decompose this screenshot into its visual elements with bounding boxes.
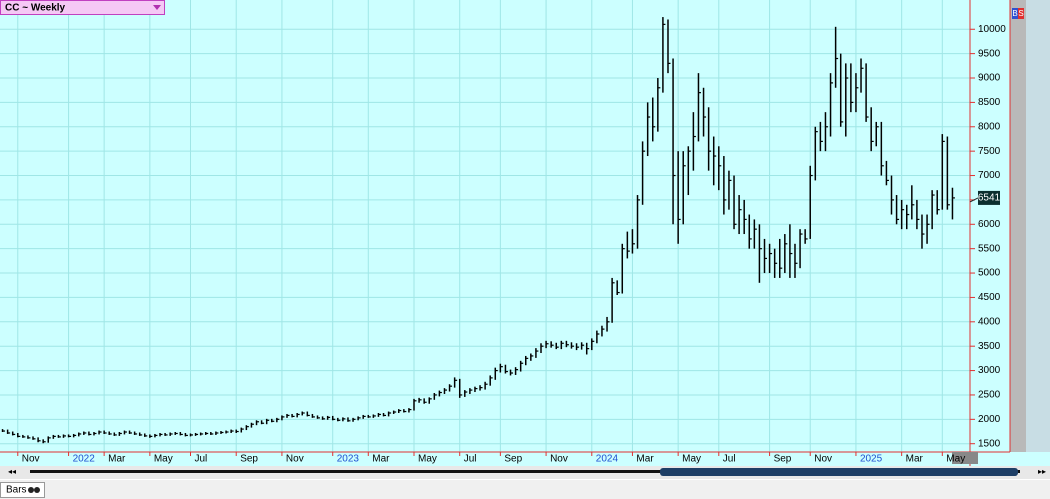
y-tick-label: 4500 — [978, 292, 1001, 303]
y-axis-area — [970, 0, 1010, 452]
scroll-left[interactable]: ◂◂ — [8, 467, 16, 476]
x-tick-label: 2023 — [337, 454, 360, 465]
x-tick-label: Jul — [464, 454, 477, 465]
y-tick-label: 3500 — [978, 341, 1001, 352]
scroll-range — [30, 470, 1020, 473]
x-tick-label: Mar — [906, 454, 924, 465]
y-tick-label: 5500 — [978, 243, 1001, 254]
last-price-pointer — [969, 197, 979, 203]
tab-icon — [28, 487, 34, 493]
last-price-box — [978, 190, 1000, 205]
x-tick-label: Sep — [504, 454, 522, 465]
x-tick-label: May — [154, 454, 173, 465]
y-tick-label: 7000 — [978, 170, 1001, 181]
y-tick-label: 6000 — [978, 219, 1001, 230]
x-tick-label: Mar — [636, 454, 654, 465]
sell-label: S — [1018, 9, 1023, 18]
x-tick-label: Mar — [108, 454, 126, 465]
x-tick-label: May — [418, 454, 437, 465]
x-tick-label: Nov — [286, 454, 304, 465]
y-tick-label: 4000 — [978, 316, 1001, 327]
x-axis-area — [0, 452, 1050, 466]
y-tick-label: 8500 — [978, 97, 1001, 108]
side-panel — [1026, 0, 1050, 452]
last-price-label: 6541 — [978, 193, 1001, 204]
x-tick-label: Sep — [774, 454, 792, 465]
x-tick-label: 2022 — [73, 454, 96, 465]
x-tick-label: 2024 — [596, 454, 619, 465]
tab-icon — [34, 487, 40, 493]
buy-label: B — [1012, 9, 1017, 18]
x-tick-label: Mar — [372, 454, 390, 465]
y-tick-label: 2000 — [978, 414, 1001, 425]
y-tick-label: 9000 — [978, 73, 1001, 84]
x-tick-label: Jul — [723, 454, 736, 465]
y-tick-label: 5000 — [978, 268, 1001, 279]
scroll-right[interactable]: ▸▸ — [1038, 467, 1046, 476]
y-tick-label: 1500 — [978, 438, 1001, 449]
y-tick-label: 9500 — [978, 48, 1001, 59]
x-tick-label: Nov — [22, 454, 40, 465]
scroll-marker — [952, 452, 978, 464]
tab[interactable] — [0, 482, 45, 498]
symbol-selector[interactable] — [0, 0, 165, 15]
y-tick-label: 2500 — [978, 390, 1001, 401]
buy-button[interactable] — [1012, 8, 1018, 19]
tab-label: Bars — [6, 485, 27, 496]
chart-title: CC ~ Weekly — [5, 3, 66, 14]
side-strip — [1010, 0, 1026, 452]
x-tick-label: May — [946, 454, 965, 465]
x-tick-label: Sep — [240, 454, 258, 465]
plot-layer — [0, 0, 970, 452]
y-tick-label: 7500 — [978, 146, 1001, 157]
scroll-thumb[interactable] — [660, 468, 1018, 476]
y-tick-label: 3000 — [978, 365, 1001, 376]
sell-button[interactable] — [1018, 8, 1024, 19]
dropdown-arrow[interactable] — [153, 5, 161, 10]
x-tick-label: 2025 — [860, 454, 883, 465]
x-tick-label: Nov — [814, 454, 832, 465]
x-tick-label: Jul — [194, 454, 207, 465]
plot-area — [0, 0, 970, 452]
x-tick-label: May — [682, 454, 701, 465]
y-tick-label: 8000 — [978, 121, 1001, 132]
y-tick-label: 10000 — [978, 24, 1006, 35]
tab-bar — [0, 480, 1050, 499]
x-tick-label: Nov — [550, 454, 568, 465]
